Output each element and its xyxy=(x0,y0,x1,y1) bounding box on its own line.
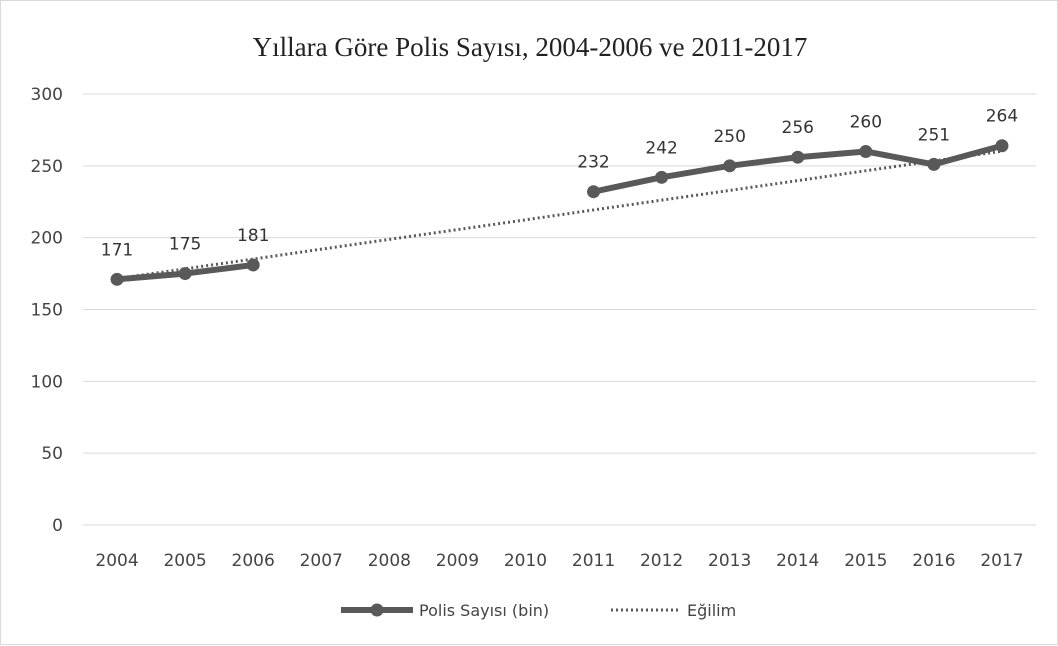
x-tick-label: 2013 xyxy=(708,551,751,571)
data-point-2015 xyxy=(859,144,873,158)
data-label-2006: 181 xyxy=(237,226,269,246)
trend-series xyxy=(116,149,1003,281)
legend-trend-label: Eğilim xyxy=(687,601,736,620)
x-tick-label: 2005 xyxy=(163,551,206,571)
x-tick-label: 2014 xyxy=(776,551,819,571)
x-tick-label: 2010 xyxy=(504,551,547,571)
data-label-2017: 264 xyxy=(986,107,1018,127)
data-point-2013 xyxy=(723,159,737,173)
x-tick-label: 2016 xyxy=(912,551,955,571)
data-point-2011 xyxy=(587,185,601,199)
y-tick-label: 150 xyxy=(31,301,63,321)
data-label-2011: 232 xyxy=(577,153,609,173)
data-label-2014: 256 xyxy=(782,118,814,138)
y-tick-label: 100 xyxy=(31,372,63,392)
y-tick-label: 250 xyxy=(31,157,63,177)
data-labels: 171 175 181 232 242 250 256 260 251 264 xyxy=(101,107,1018,261)
chart-title: Yıllara Göre Polis Sayısı, 2004-2006 ve … xyxy=(253,32,808,62)
x-tick-label: 2008 xyxy=(368,551,411,571)
gridlines xyxy=(83,93,1036,526)
x-tick-label: 2006 xyxy=(232,551,275,571)
main-series xyxy=(110,139,1009,286)
x-tick-label: 2004 xyxy=(95,551,138,571)
y-tick-label: 50 xyxy=(41,444,63,464)
data-point-2016 xyxy=(927,157,941,171)
data-point-2017 xyxy=(995,139,1009,153)
data-label-2013: 250 xyxy=(713,127,745,147)
x-axis-ticks: 2004 2005 2006 2007 2008 2009 2010 2011 2012 2013… xyxy=(95,551,1023,571)
y-tick-label: 300 xyxy=(31,85,63,105)
data-label-2004: 171 xyxy=(101,240,133,260)
legend-main-marker xyxy=(370,603,384,617)
x-tick-label: 2011 xyxy=(572,551,615,571)
legend-main-label: Polis Sayısı (bin) xyxy=(419,601,549,620)
y-tick-label: 0 xyxy=(52,516,63,536)
data-point-2004 xyxy=(110,272,124,286)
data-point-2006 xyxy=(246,258,260,272)
x-tick-label: 2012 xyxy=(640,551,683,571)
x-tick-label: 2007 xyxy=(300,551,343,571)
data-label-2012: 242 xyxy=(645,138,677,158)
data-label-2015: 260 xyxy=(850,112,882,132)
legend: Polis Sayısı (bin) Eğilim xyxy=(341,601,736,620)
data-point-2005 xyxy=(178,267,192,281)
data-label-2005: 175 xyxy=(169,235,201,255)
y-axis-ticks: 0 50 100 150 200 250 300 xyxy=(31,85,63,536)
x-tick-label: 2015 xyxy=(844,551,887,571)
trend-line xyxy=(116,149,1003,281)
data-label-2016: 251 xyxy=(918,125,950,145)
x-tick-label: 2009 xyxy=(436,551,479,571)
data-point-2012 xyxy=(655,170,669,184)
x-tick-label: 2017 xyxy=(980,551,1023,571)
y-tick-label: 200 xyxy=(31,229,63,249)
data-point-2014 xyxy=(791,150,805,164)
